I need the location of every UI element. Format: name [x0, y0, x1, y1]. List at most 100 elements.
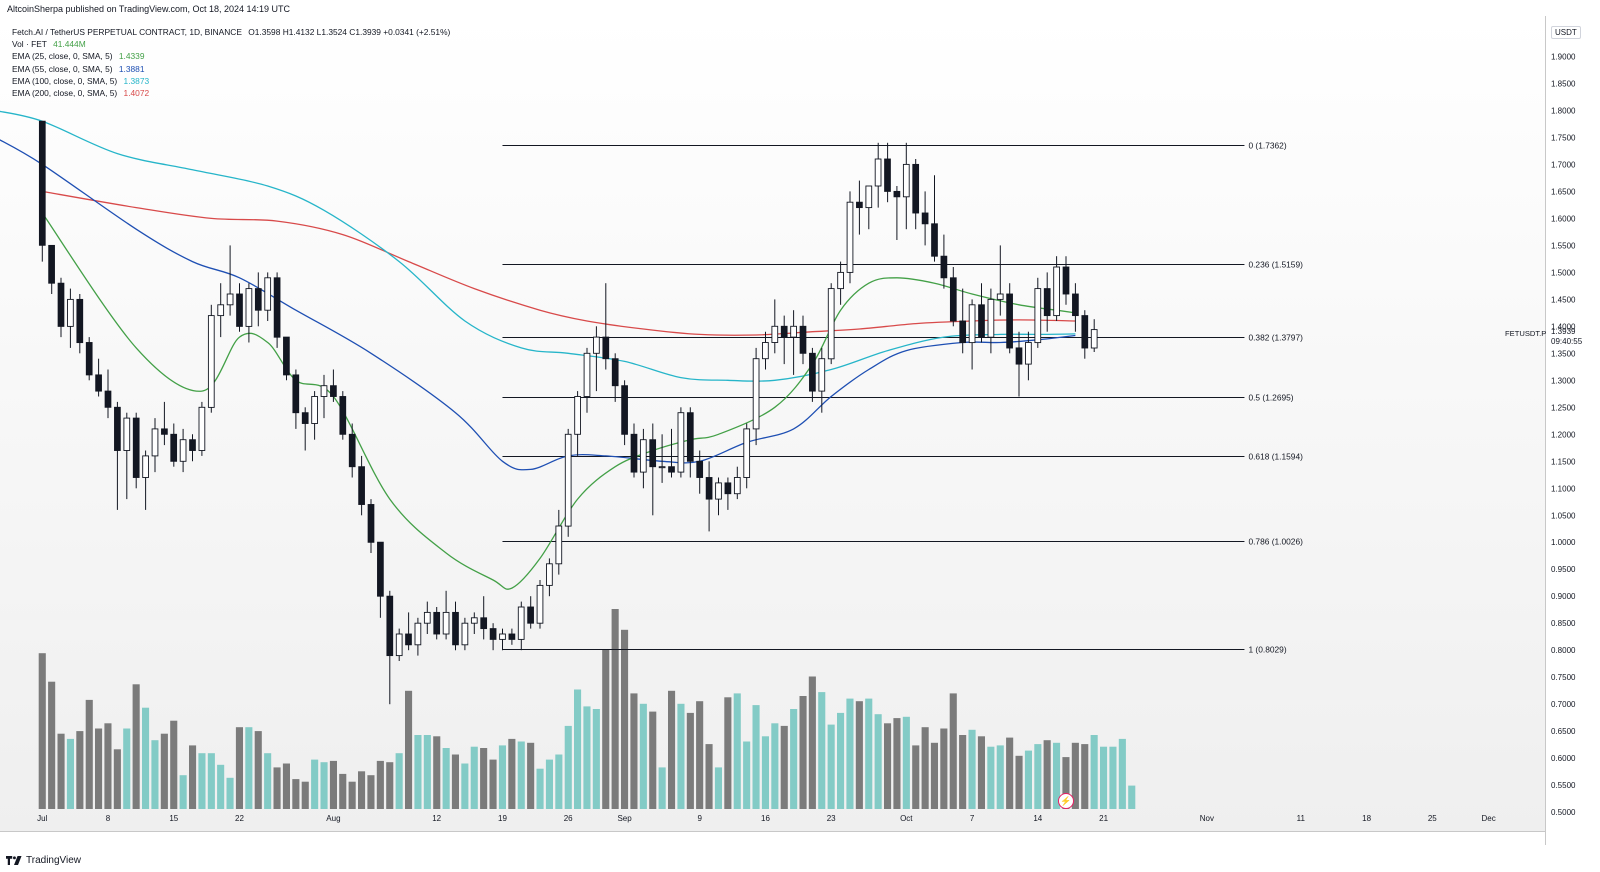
volume-bar	[677, 703, 685, 809]
candle-body-up	[743, 428, 751, 478]
volume-bar	[170, 720, 178, 809]
volume-bar	[1015, 755, 1023, 809]
candle-body-up	[593, 336, 600, 354]
volume-bar	[902, 716, 910, 809]
candle-body-up	[311, 396, 318, 424]
time-tick-label: 16	[761, 814, 770, 823]
fibonacci-retracement[interactable]: 0 (1.7362) 0.236 (1.5159) 0.382 (1.3797) 0.…	[502, 141, 1303, 655]
candle-body-up	[583, 352, 591, 397]
candle-body-down	[893, 190, 901, 198]
candle-body-down	[292, 374, 300, 414]
volume-bar	[113, 749, 121, 809]
volume-bar	[846, 698, 854, 809]
time-tick-label: Aug	[326, 814, 340, 823]
candle-body-up	[470, 617, 478, 624]
volume-bar	[1024, 750, 1032, 809]
candle-body-down	[161, 428, 168, 435]
volume-bar	[545, 759, 553, 809]
volume-bar	[339, 773, 347, 809]
candle-body-down	[386, 595, 394, 657]
legend-ema100-row[interactable]: EMA (100, close, 0, SMA, 5) 1.3873	[12, 75, 450, 87]
price-axis[interactable]: 1.95001.90001.85001.80001.75001.70001.65…	[1551, 26, 1576, 818]
ema25-line	[41, 212, 1076, 590]
candle-body-down	[95, 374, 102, 392]
candle-body-down	[527, 606, 534, 624]
volume-bar	[583, 706, 591, 809]
candle-body-down	[367, 504, 375, 543]
volume-bar	[95, 728, 103, 809]
candle-body-down	[433, 611, 441, 635]
time-tick-label: 18	[1362, 814, 1371, 823]
volume-bar	[498, 745, 506, 809]
candle-body-up	[771, 325, 779, 343]
volume-bar	[142, 707, 150, 809]
time-tick-label: 11	[1297, 814, 1306, 823]
volume-bar	[104, 723, 112, 809]
time-tick-label: 8	[106, 814, 111, 823]
volume-bar	[198, 753, 206, 809]
price-tick-label: 1.0000	[1551, 538, 1576, 547]
footer-brand[interactable]: TradingView	[6, 855, 81, 866]
volume-bar	[780, 725, 788, 809]
candle-body-down	[1043, 288, 1051, 317]
ema55-value: 1.3881	[118, 63, 145, 74]
candle-body-up	[837, 271, 844, 290]
volume-bar	[1109, 746, 1117, 809]
volume-bar	[48, 681, 56, 809]
volume-bar	[884, 723, 892, 809]
candle-body-up	[1025, 342, 1032, 365]
legend-ema25-row[interactable]: EMA (25, close, 0, SMA, 5) 1.4339	[12, 50, 450, 62]
lightning-bolt-icon[interactable]: ⚡	[1058, 793, 1074, 809]
volume-bar	[395, 753, 403, 809]
volume-bar	[949, 693, 957, 809]
candle-body-down	[38, 120, 46, 246]
candle-body-down	[780, 325, 788, 338]
currency-selector[interactable]: USDT	[1551, 26, 1581, 39]
candle-body-up	[499, 633, 506, 640]
volume-bar	[1043, 740, 1051, 809]
volume-bar	[743, 741, 751, 809]
legend-volume-row[interactable]: Vol · FET 41.444M	[12, 38, 450, 50]
time-axis[interactable]: Jul 8 15 22 Aug 12 19 26 Sep 9 16 23 Oct 7 14 21 Nov 11 18…	[37, 814, 1496, 823]
time-tick-label: 25	[1428, 814, 1437, 823]
volume-bar	[451, 754, 459, 809]
price-tick-label: 0.7000	[1551, 700, 1576, 709]
legend-ema200-row[interactable]: EMA (200, close, 0, SMA, 5) 1.4072	[12, 87, 450, 99]
last-price-value: 1.3939	[1551, 327, 1576, 336]
symbol-tag: FETUSDT.P	[1505, 329, 1547, 338]
volume-bar	[160, 733, 168, 809]
volume-bar	[940, 728, 948, 809]
price-tick-label: 1.2000	[1551, 430, 1576, 439]
candle-body-up	[1034, 288, 1042, 344]
bar-countdown: 09:40:55	[1551, 337, 1583, 346]
candle-body-up	[461, 622, 469, 646]
legend-symbol-row[interactable]: Fetch.AI / TetherUS PERPETUAL CONTRACT, …	[12, 26, 450, 38]
candle-body-up	[1090, 329, 1098, 349]
candle-body-down	[611, 358, 619, 387]
volume-bar	[207, 753, 215, 809]
candle-body-down	[931, 223, 938, 257]
candle-body-down	[686, 412, 694, 462]
price-tick-label: 0.9000	[1551, 592, 1576, 601]
candle-body-up	[442, 611, 450, 635]
candle-body-down	[114, 406, 121, 451]
time-tick-label: 14	[1033, 814, 1042, 823]
legend-ema55-row[interactable]: EMA (55, close, 0, SMA, 5) 1.3881	[12, 63, 450, 75]
volume-bar	[555, 754, 563, 809]
candle-body-up	[142, 455, 149, 478]
candle-body-down	[283, 336, 290, 376]
volume-bar	[818, 692, 826, 809]
volume-bar	[1118, 738, 1126, 809]
volume-bar	[921, 727, 929, 809]
candle-body-up	[874, 158, 882, 187]
fib-level-label: 0.786 (1.0026)	[1248, 537, 1303, 547]
volume-bar	[761, 736, 769, 809]
time-tick-label: 12	[432, 814, 441, 823]
price-tick-label: 1.7500	[1551, 133, 1576, 142]
candle-body-down	[480, 617, 488, 630]
candle-body-up	[639, 439, 647, 473]
time-tick-label: Sep	[617, 814, 632, 823]
candle-body-up	[226, 293, 234, 306]
volume-bar	[724, 697, 732, 809]
